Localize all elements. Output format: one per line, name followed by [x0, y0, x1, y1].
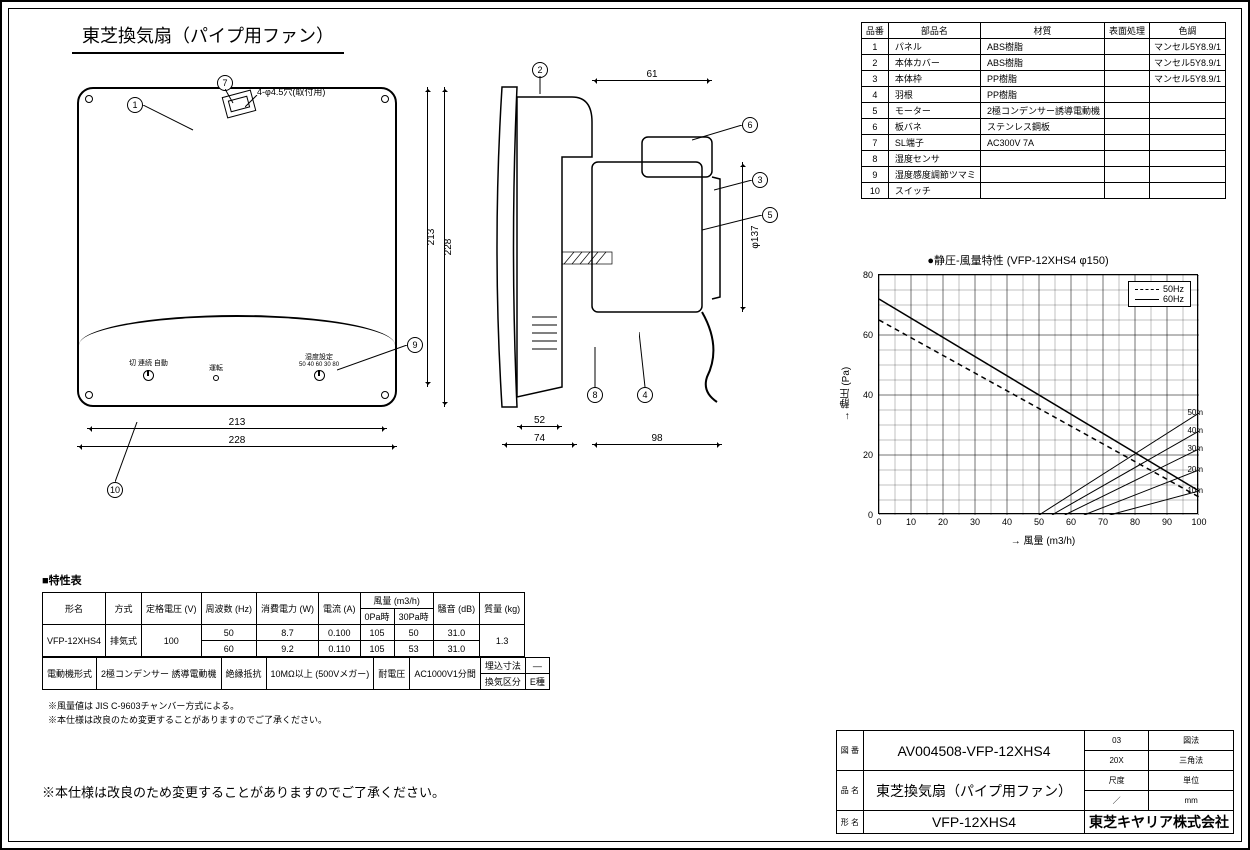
callout-2: 2 — [532, 62, 548, 78]
ytick: 80 — [863, 270, 873, 280]
parts-table: 品番部品名材質表面処理色調 1パネルABS樹脂マンセル5Y8.9/12本体カバー… — [861, 22, 1226, 199]
parts-row: 8湿度センサ — [861, 151, 1225, 167]
callout-9: 9 — [407, 337, 423, 353]
parts-header: 色調 — [1149, 23, 1225, 39]
callout-7: 7 — [217, 75, 233, 91]
mount-hole-icon — [381, 95, 389, 103]
parts-row: 6板バネステンレス鋼板 — [861, 119, 1225, 135]
humidity-scale: 50 40 60 30 80 — [299, 362, 339, 368]
dim-width-213: 213 — [87, 417, 387, 429]
dim-74: 74 — [502, 433, 577, 445]
switch-control: 切 連続 自動 — [129, 358, 168, 381]
callout-10: 10 — [107, 482, 123, 498]
switch-label: 切 連続 自動 — [129, 358, 168, 368]
humidity-label: 湿度設定 — [299, 352, 339, 362]
title-block: 図 番 AV004508-VFP-12XHS4 03図法 20X三角法 品 名 … — [836, 730, 1234, 834]
xtick: 60 — [1063, 517, 1079, 527]
parts-row: 10スイッチ — [861, 183, 1225, 199]
humidity-control: 湿度設定 50 40 60 30 80 — [299, 352, 339, 381]
ytick: 20 — [863, 450, 873, 460]
dim-phi137: φ137 — [742, 162, 743, 312]
dim-height-213: 213 — [427, 87, 428, 387]
callout-6: 6 — [742, 117, 758, 133]
parts-row: 4羽根PP樹脂 — [861, 87, 1225, 103]
dim-61: 61 — [592, 69, 712, 81]
xtick: 70 — [1095, 517, 1111, 527]
run-led: 運転 — [209, 363, 223, 381]
ytick: 40 — [863, 390, 873, 400]
duct-label: 30m — [1187, 444, 1203, 453]
chart-svg — [879, 275, 1199, 515]
callout-3: 3 — [752, 172, 768, 188]
xtick: 80 — [1127, 517, 1143, 527]
xtick: 0 — [871, 517, 887, 527]
xtick: 10 — [903, 517, 919, 527]
spec-table-1: 形名 方式 定格電圧 (V) 周波数 (Hz) 消費電力 (W) 電流 (A) … — [42, 592, 525, 657]
hole-note: 4-φ4.5穴(取付用) — [257, 85, 325, 98]
spec-heading: ■特性表 — [42, 572, 82, 588]
disclaimer: ※本仕様は改良のため変更することがありますのでご了承ください。 — [42, 782, 445, 801]
dim-width-228: 228 — [77, 435, 397, 447]
pressure-flow-chart: ●静圧-風量特性 (VFP-12XHS4 φ150) → 静圧 (Pa) 50H… — [828, 252, 1208, 562]
drawing-title: 東芝換気扇（パイプ用ファン） — [72, 22, 344, 54]
mount-hole-icon — [381, 391, 389, 399]
xtick: 20 — [935, 517, 951, 527]
parts-row: 9湿度感度調節ツマミ — [861, 167, 1225, 183]
chart-title: ●静圧-風量特性 (VFP-12XHS4 φ150) — [828, 252, 1208, 268]
parts-header: 部品名 — [888, 23, 980, 39]
parts-header: 表面処理 — [1104, 23, 1149, 39]
ytick: 60 — [863, 330, 873, 340]
xtick: 50 — [1031, 517, 1047, 527]
parts-header: 材質 — [980, 23, 1104, 39]
xtick: 90 — [1159, 517, 1175, 527]
mount-hole-icon — [85, 391, 93, 399]
panel-curve — [79, 315, 395, 345]
dim-98: 98 — [592, 433, 722, 445]
switch-knob-icon — [143, 370, 154, 381]
humidity-knob-icon — [314, 370, 325, 381]
dim-52: 52 — [517, 415, 562, 427]
chart-xlabel: → 風量 (m3/h) — [878, 532, 1208, 547]
parts-row: 7SL端子AC300V 7A — [861, 135, 1225, 151]
parts-row: 1パネルABS樹脂マンセル5Y8.9/1 — [861, 39, 1225, 55]
parts-row: 5モーター2極コンデンサー誘導電動機 — [861, 103, 1225, 119]
spec-notes: ※風量値は JIS C-9603チャンバー方式による。※本仕様は改良のため変更す… — [48, 700, 327, 727]
xtick: 40 — [999, 517, 1015, 527]
front-view: 切 連続 自動 運転 湿度設定 50 40 60 30 80 1 7 10 9 … — [67, 67, 417, 467]
duct-label: 40m — [1187, 426, 1203, 435]
chart-plot: → 静圧 (Pa) 50Hz 60Hz 02040608001020304050… — [878, 274, 1198, 514]
drawing-sheet: 東芝換気扇（パイプ用ファン） 切 連続 自動 運転 湿度設定 50 40 60 … — [0, 0, 1250, 850]
led-icon — [213, 375, 219, 381]
callout-1: 1 — [127, 97, 143, 113]
dim-height-228: 228 — [444, 87, 445, 407]
parts-row: 2本体カバーABS樹脂マンセル5Y8.9/1 — [861, 55, 1225, 71]
callout-8: 8 — [587, 387, 603, 403]
mount-hole-icon — [85, 95, 93, 103]
xtick: 30 — [967, 517, 983, 527]
duct-label: 50m — [1187, 408, 1203, 417]
xtick: 100 — [1191, 517, 1207, 527]
parts-header: 品番 — [861, 23, 888, 39]
side-view: 2 6 3 5 8 4 61 52 74 98 φ137 — [462, 67, 812, 467]
callout-5: 5 — [762, 207, 778, 223]
callout-4: 4 — [637, 387, 653, 403]
duct-label: 20m — [1187, 465, 1203, 474]
parts-row: 3本体枠PP樹脂マンセル5Y8.9/1 — [861, 71, 1225, 87]
chart-ylabel: → 静圧 (Pa) — [839, 367, 854, 421]
spec-table-2: 電動機形式2極コンデンサー 誘導電動機 絶縁抵抗10MΩ以上 (500Vメガー)… — [42, 657, 550, 690]
chart-legend: 50Hz 60Hz — [1128, 281, 1191, 307]
led-label: 運転 — [209, 363, 223, 373]
duct-label: 10m — [1187, 486, 1203, 495]
